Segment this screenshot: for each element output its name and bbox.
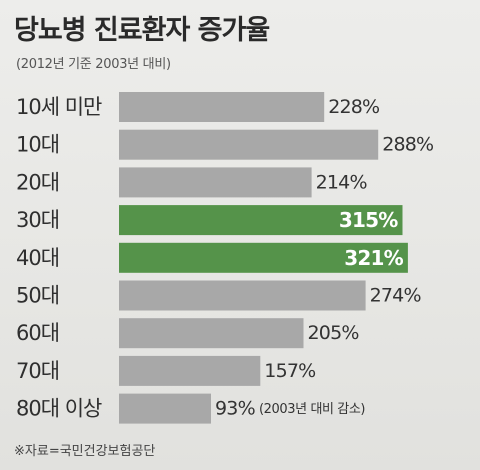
bar bbox=[119, 280, 366, 311]
category-label: 80대 이상 bbox=[16, 397, 102, 421]
value-label: 321% bbox=[344, 246, 403, 270]
bar bbox=[119, 129, 379, 160]
chart-subtitle: (2012년 기준 2003년 대비) bbox=[16, 57, 171, 72]
bar-annotation: (2003년 대비 감소) bbox=[259, 402, 365, 417]
source-note: ※자료=국민건강보험공단 bbox=[14, 444, 156, 459]
value-label: 157% bbox=[264, 360, 315, 382]
category-label: 10대 bbox=[16, 133, 59, 157]
value-label: 205% bbox=[308, 322, 359, 344]
category-label: 50대 bbox=[16, 284, 59, 308]
bar bbox=[119, 318, 304, 349]
bar bbox=[119, 167, 312, 198]
chart-title: 당뇨병 진료환자 증가율 bbox=[14, 15, 270, 46]
value-label: 274% bbox=[370, 285, 421, 307]
category-label: 30대 bbox=[16, 208, 59, 232]
bar bbox=[119, 242, 408, 273]
value-label: 315% bbox=[339, 208, 398, 232]
value-label: 214% bbox=[316, 171, 367, 193]
value-label: 93% bbox=[215, 398, 255, 420]
category-label: 40대 bbox=[16, 246, 59, 270]
bar bbox=[119, 355, 261, 386]
value-label: 228% bbox=[328, 96, 379, 118]
category-label: 70대 bbox=[16, 359, 59, 383]
category-label: 10세 미만 bbox=[16, 95, 102, 119]
bar bbox=[119, 393, 211, 424]
category-label: 20대 bbox=[16, 170, 59, 194]
bar bbox=[119, 205, 403, 236]
bar bbox=[119, 92, 325, 122]
category-label: 60대 bbox=[16, 321, 59, 345]
value-label: 288% bbox=[382, 134, 433, 156]
